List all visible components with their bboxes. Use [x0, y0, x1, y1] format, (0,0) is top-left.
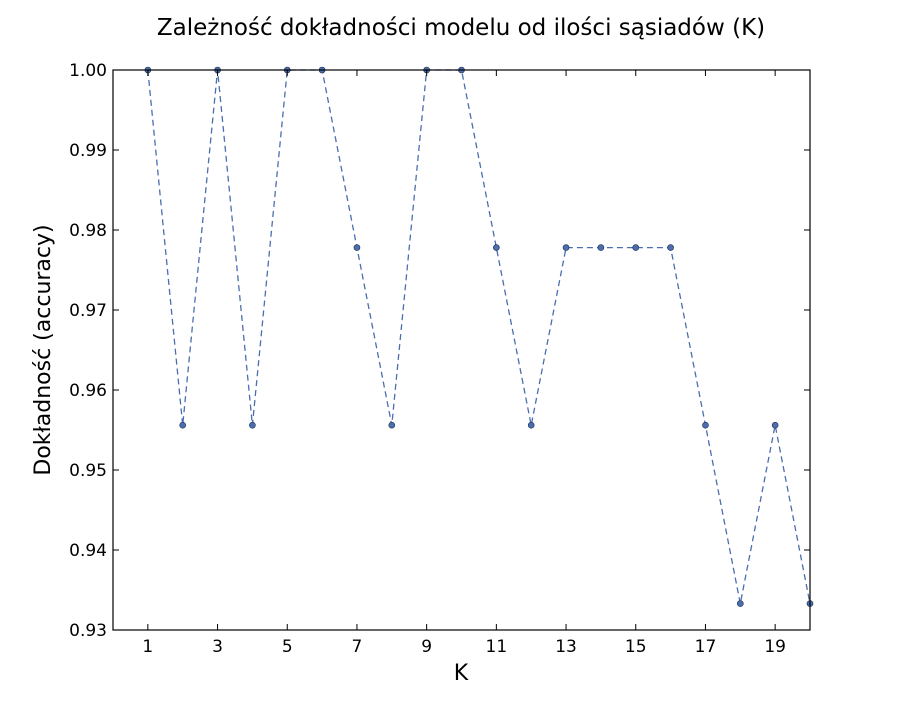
x-tick-label: 3 — [212, 637, 223, 657]
x-tick-label: 7 — [352, 637, 363, 657]
plot-area — [144, 66, 814, 607]
data-point — [249, 421, 256, 429]
data-point — [179, 421, 186, 429]
data-point — [771, 421, 779, 429]
y-tick-label: 0.96 — [69, 381, 107, 401]
data-point — [562, 244, 570, 251]
x-tick-label: 5 — [282, 637, 293, 657]
x-tick-label: 1 — [142, 637, 153, 657]
x-tick-label: 15 — [625, 637, 647, 657]
y-tick-label: 0.93 — [69, 621, 107, 641]
y-axis-label: Dokładność (accuracy) — [31, 224, 56, 475]
data-point — [527, 421, 535, 429]
x-tick-label: 11 — [486, 637, 508, 657]
y-tick-label: 0.95 — [69, 461, 107, 481]
y-tick-label: 0.94 — [69, 541, 107, 561]
data-point — [702, 421, 709, 429]
x-tick-label: 9 — [421, 637, 432, 657]
y-tick-label: 1.00 — [69, 61, 107, 81]
x-tick-label: 17 — [695, 637, 717, 657]
y-axis: 0.93 0.94 0.95 0.96 0.97 0.98 0.99 1.00 — [69, 61, 810, 641]
x-axis-label: K — [454, 661, 469, 686]
chart-title: Zależność dokładności modelu od ilości s… — [157, 15, 765, 41]
data-point — [632, 244, 640, 251]
plot-frame — [112, 69, 811, 631]
y-tick-label: 0.98 — [69, 221, 107, 241]
y-tick-label: 0.97 — [69, 301, 107, 321]
data-point — [597, 244, 605, 251]
data-point — [353, 244, 361, 251]
x-axis: 1 3 5 7 9 11 13 15 17 19 — [142, 70, 786, 657]
data-point — [667, 244, 674, 251]
data-point — [388, 421, 396, 429]
x-tick-label: 19 — [764, 637, 786, 657]
data-point — [736, 600, 744, 607]
data-point — [493, 244, 500, 251]
y-tick-label: 0.99 — [69, 141, 107, 161]
series-line — [147, 69, 811, 604]
x-tick-label: 13 — [555, 637, 577, 657]
